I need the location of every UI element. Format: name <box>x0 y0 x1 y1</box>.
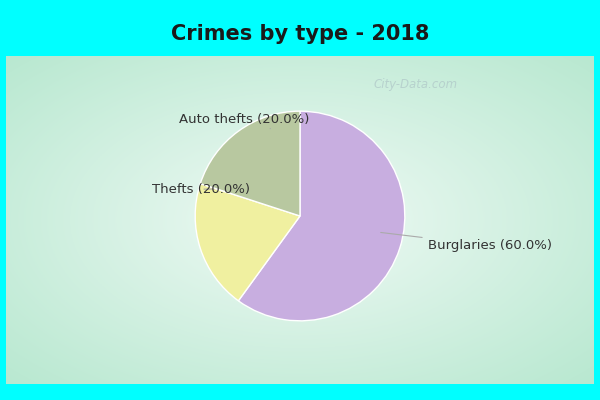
Text: Burglaries (60.0%): Burglaries (60.0%) <box>381 232 551 252</box>
Text: Crimes by type - 2018: Crimes by type - 2018 <box>171 24 429 44</box>
Text: Thefts (20.0%): Thefts (20.0%) <box>152 183 250 196</box>
Wedge shape <box>200 111 300 216</box>
Wedge shape <box>195 184 300 301</box>
Text: Auto thefts (20.0%): Auto thefts (20.0%) <box>179 113 310 129</box>
Wedge shape <box>238 111 405 321</box>
Text: City-Data.com: City-Data.com <box>374 78 458 91</box>
